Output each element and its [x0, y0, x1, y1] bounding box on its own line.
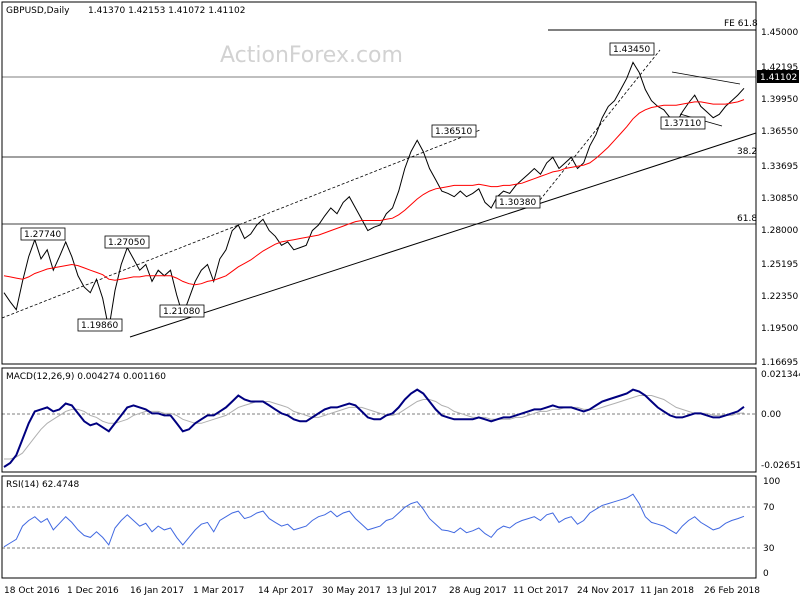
rsi-panel — [1, 475, 757, 579]
triangle-upper-line — [671, 71, 741, 85]
price-tick: 1.22350 — [761, 292, 798, 302]
chart-ohlc: 1.41370 1.42153 1.41072 1.41102 — [88, 6, 245, 16]
price-label-136510: 1.36510 — [431, 124, 477, 138]
date-tick: 14 Apr 2017 — [258, 586, 314, 596]
price-panel — [1, 1, 757, 365]
date-tick: 13 Jul 2017 — [386, 586, 437, 596]
fe-618-label: FE 61.8 — [724, 19, 758, 29]
svg-text:1.43450: 1.43450 — [613, 45, 650, 55]
date-tick: 11 Jan 2018 — [640, 586, 694, 596]
svg-text:1.30380: 1.30380 — [499, 198, 536, 208]
svg-text:1.21080: 1.21080 — [163, 307, 200, 317]
macd-signal-line — [4, 395, 745, 460]
rsi-tick: 100 — [763, 477, 780, 487]
macd-panel — [1, 367, 757, 473]
price-label-121080: 1.21080 — [159, 304, 205, 318]
price-tick: 1.16695 — [761, 358, 798, 368]
channel-support-line — [129, 132, 757, 338]
macd-tick: -0.026514 — [761, 461, 800, 471]
current-price-box — [757, 70, 799, 83]
price-label-127050: 1.27050 — [104, 235, 150, 249]
rsi-title: RSI(14) 62.4748 — [6, 480, 79, 490]
price-label-119860: 1.19860 — [77, 318, 123, 332]
price-tick: 1.36550 — [761, 127, 798, 137]
watermark: ActionForex.com — [220, 43, 403, 68]
price-tick: 1.33695 — [761, 162, 798, 172]
macd-tick: 0.021344 — [761, 370, 800, 380]
price-series-line — [3, 61, 745, 329]
price-tick: 1.28000 — [761, 226, 798, 236]
rsi-tick: 70 — [763, 503, 775, 513]
price-label-143450: 1.43450 — [609, 42, 655, 56]
current-price-label: 1.41102 — [760, 73, 797, 83]
svg-text:1.36510: 1.36510 — [435, 127, 472, 137]
rsi-tick: 0 — [763, 569, 769, 579]
price-tick: 1.25195 — [761, 260, 798, 270]
date-tick: 18 Oct 2016 — [4, 586, 60, 596]
moving-average-line — [3, 99, 745, 286]
date-tick: 1 Mar 2017 — [193, 586, 244, 596]
date-tick: 11 Oct 2017 — [513, 586, 569, 596]
price-tick: 1.45000 — [761, 28, 798, 38]
rsi-tick: 30 — [763, 544, 775, 554]
macd-main-line — [3, 388, 745, 468]
price-label-130380: 1.30380 — [495, 195, 541, 209]
price-tick: 1.39950 — [761, 95, 798, 105]
macd-tick: 0.00 — [761, 410, 781, 420]
date-tick: 16 Jan 2017 — [130, 586, 184, 596]
price-label-137110: 1.37110 — [660, 116, 706, 130]
date-tick: 28 Aug 2017 — [449, 586, 507, 596]
date-tick: 24 Nov 2017 — [577, 586, 635, 596]
svg-text:1.19860: 1.19860 — [81, 321, 118, 331]
price-tick: 1.30850 — [761, 194, 798, 204]
price-label-127740: 1.27740 — [20, 227, 66, 241]
svg-text:1.37110: 1.37110 — [664, 119, 701, 129]
price-tick: 1.19500 — [761, 324, 798, 334]
date-tick: 26 Feb 2018 — [704, 586, 760, 596]
svg-text:1.27740: 1.27740 — [24, 230, 61, 240]
svg-text:1.27050: 1.27050 — [108, 238, 145, 248]
fib-618-label: 61.8 — [737, 214, 757, 224]
macd-title: MACD(12,26,9) 0.004274 0.001160 — [6, 372, 166, 382]
date-tick: 30 May 2017 — [322, 586, 381, 596]
rsi-line — [3, 493, 745, 548]
price-tick: 1.42195 — [761, 63, 798, 73]
fib-382-label: 38.2 — [737, 147, 757, 157]
channel-upper-dashed-line — [1, 129, 481, 319]
date-tick: 1 Dec 2016 — [67, 586, 119, 596]
chart-symbol: GBPUSD,Daily — [6, 6, 70, 16]
